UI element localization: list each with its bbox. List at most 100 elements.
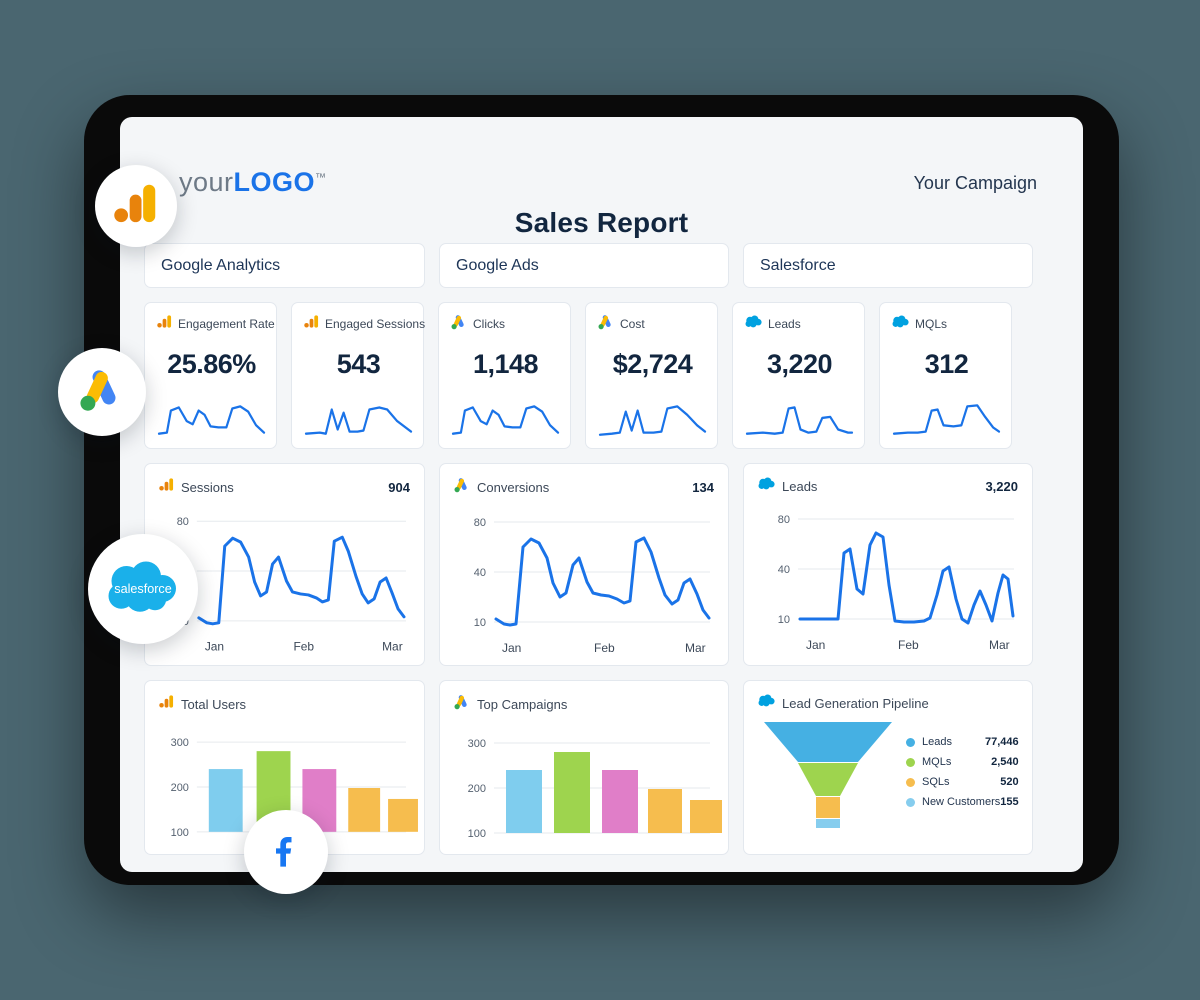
chart-title: Total Users [181, 696, 247, 712]
kpi-value: 25.86% [167, 349, 256, 379]
kpi-card-engagement-rate[interactable]: Engagement Rate 25.86% [144, 302, 277, 449]
section-bar-google-ads[interactable]: Google Ads [439, 243, 729, 288]
legend-label: Leads [922, 736, 952, 748]
sparkline-chart [598, 398, 707, 440]
chart-total-value: 904 [388, 479, 410, 495]
floating-badge-facebook[interactable] [244, 810, 328, 894]
floating-badge-google-analytics[interactable] [95, 165, 177, 247]
funnel-chart [758, 718, 898, 833]
legend-item-leads: Leads 77,446 [906, 736, 1019, 748]
legend-color-dot [906, 737, 915, 747]
legend-value: 2,540 [991, 756, 1019, 768]
kpi-value: $2,724 [612, 349, 693, 379]
x-tick-label: Mar [685, 641, 706, 655]
bottom-card-row: Total Users 300 200 100 [144, 680, 1059, 855]
funnel-segment-leads [764, 722, 892, 762]
chart-title: Lead Generation Pipeline [782, 695, 929, 711]
section-header-bars: Google Analytics Google Ads Salesforce [144, 243, 1059, 288]
legend-label: New Customers [922, 796, 1001, 808]
sparkline-chart [451, 398, 560, 440]
chart-title: Leads [782, 478, 818, 494]
funnel-segment-new-customers [816, 819, 840, 828]
google-analytics-icon [304, 314, 319, 334]
section-bar-google-analytics[interactable]: Google Analytics [144, 243, 425, 288]
legend-value: 520 [1000, 776, 1019, 788]
kpi-card-mqls[interactable]: MQLs 312 [879, 302, 1012, 449]
funnel-segment-sqls [816, 797, 840, 818]
sparkline-chart [304, 398, 413, 440]
kpi-value: 3,220 [766, 349, 833, 379]
x-tick-label: Feb [594, 641, 615, 655]
x-tick-label: Jan [806, 638, 825, 652]
bar [348, 787, 381, 832]
chart-card-lead-generation-pipeline[interactable]: Lead Generation Pipeline [743, 680, 1033, 855]
line-chart: 80 40 10 Jan Feb Mar [159, 499, 410, 659]
google-ads-icon [454, 477, 470, 498]
google-ads-icon [451, 314, 467, 335]
y-tick-label: 80 [177, 516, 189, 528]
floating-badge-google-ads[interactable] [58, 348, 146, 436]
salesforce-icon: salesforce [107, 561, 179, 618]
x-tick-label: Jan [205, 640, 224, 654]
kpi-label: Engagement Rate [178, 317, 275, 331]
y-tick-label: 40 [778, 564, 790, 576]
y-tick-label: 200 [468, 783, 486, 795]
brand-logo: yourLOGO™ [179, 167, 327, 198]
campaign-label: Your Campaign [913, 173, 1037, 193]
bar [602, 770, 638, 833]
floating-badge-salesforce[interactable]: salesforce [88, 534, 198, 644]
y-tick-label: 10 [474, 617, 486, 629]
kpi-card-clicks[interactable]: Clicks 1,148 [438, 302, 571, 449]
y-tick-label: 100 [171, 827, 189, 839]
y-tick-label: 100 [468, 828, 486, 840]
y-tick-label: 40 [474, 567, 486, 579]
kpi-card-cost[interactable]: Cost $2,724 [585, 302, 718, 449]
x-tick-label: Mar [382, 640, 403, 654]
chart-total-value: 134 [692, 480, 714, 495]
y-tick-label: 300 [171, 737, 189, 749]
chart-card-top-campaigns[interactable]: Top Campaigns 300 200 100 [439, 680, 729, 855]
sparkline-chart [157, 398, 266, 440]
logo-logo-text: LOGO [233, 167, 316, 197]
salesforce-icon [745, 315, 762, 333]
bar [506, 770, 542, 833]
google-analytics-icon [159, 477, 174, 497]
legend-item-new-customers: New Customers 155 [906, 796, 1019, 808]
legend-item-mqls: MQLs 2,540 [906, 756, 1019, 768]
google-analytics-icon [159, 694, 174, 714]
salesforce-icon [758, 477, 775, 495]
chart-total-value: 3,220 [985, 478, 1018, 494]
kpi-card-engaged-sessions[interactable]: Engaged Sessions 543 [291, 302, 425, 449]
kpi-label: MQLs [915, 317, 948, 331]
salesforce-icon [892, 315, 909, 333]
logo-trademark-icon: ™ [315, 172, 327, 184]
section-bar-salesforce[interactable]: Salesforce [743, 243, 1033, 288]
bar [388, 798, 418, 832]
kpi-group-salesforce: Leads 3,220 MQLs [732, 302, 1012, 449]
google-analytics-icon [114, 182, 158, 231]
page-title: Sales Report [514, 207, 689, 238]
google-ads-icon [598, 314, 614, 335]
kpi-value: 1,148 [472, 349, 539, 379]
legend-color-dot [906, 777, 915, 787]
facebook-icon [266, 830, 306, 875]
legend-label: MQLs [922, 756, 952, 768]
section-bar-label: Google Analytics [161, 256, 281, 274]
kpi-value: 543 [336, 349, 381, 379]
kpi-label: Leads [768, 317, 801, 331]
x-tick-label: Jan [502, 641, 521, 655]
chart-card-conversions[interactable]: Conversions 134 80 40 10 Jan [439, 463, 729, 666]
legend-color-dot [906, 797, 915, 807]
legend-value: 155 [1000, 796, 1019, 808]
legend-color-dot [906, 757, 915, 767]
salesforce-icon [758, 694, 775, 712]
sparkline-chart [892, 398, 1001, 440]
chart-card-leads[interactable]: Leads 3,220 80 40 10 Jan [743, 463, 1033, 666]
x-tick-label: Feb [293, 640, 314, 654]
chart-title: Top Campaigns [477, 697, 568, 712]
y-tick-label: 300 [468, 738, 486, 750]
line-chart: 80 40 10 Jan Feb Mar [454, 500, 714, 660]
x-tick-label: Feb [898, 638, 919, 652]
kpi-card-leads[interactable]: Leads 3,220 [732, 302, 865, 449]
report-header: yourLOGO™ Your Campaign Sales Report [144, 139, 1059, 243]
